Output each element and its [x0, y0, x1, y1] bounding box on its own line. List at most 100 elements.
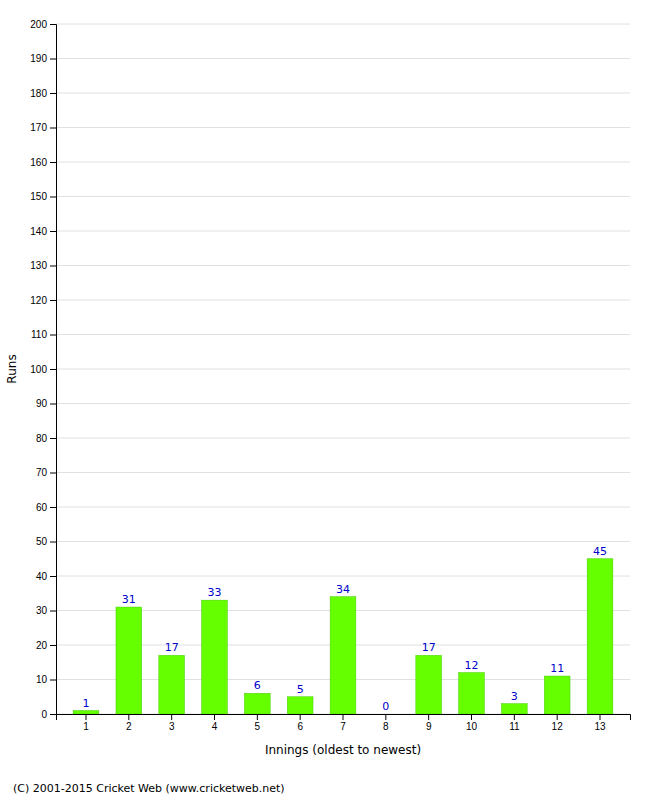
y-tick: 60 — [36, 502, 56, 513]
grid-line — [56, 265, 630, 266]
y-tick: 140 — [30, 226, 56, 237]
x-tick-mark — [171, 714, 172, 720]
x-tick: 13 — [594, 714, 606, 732]
y-tick: 110 — [31, 329, 56, 340]
x-axis-title: Innings (oldest to newest) — [265, 743, 421, 757]
y-tick-mark — [50, 197, 56, 198]
x-tick: 12 — [552, 714, 564, 732]
y-tick-label: 70 — [36, 467, 48, 478]
y-tick-mark — [50, 93, 56, 94]
x-tick-label: 6 — [297, 721, 303, 732]
y-tick: 50 — [36, 536, 56, 547]
data-label: 34 — [336, 583, 350, 596]
bar — [459, 673, 485, 714]
y-tick: 10 — [36, 674, 56, 685]
y-tick-mark — [50, 438, 56, 439]
bar — [202, 600, 228, 714]
x-axis-line — [57, 715, 631, 721]
x-tick-mark — [128, 714, 129, 720]
y-tick-mark — [50, 611, 56, 612]
bar — [159, 655, 185, 714]
y-tick-label: 100 — [30, 364, 47, 375]
grid-line — [56, 127, 630, 128]
x-tick-label: 8 — [383, 721, 389, 732]
bar — [416, 655, 442, 714]
x-tick: 7 — [340, 714, 346, 732]
grid-line — [56, 472, 630, 473]
x-tick: 10 — [466, 714, 478, 732]
y-tick-label: 20 — [36, 640, 48, 651]
x-tick-label: 5 — [255, 721, 261, 732]
data-label: 1 — [82, 697, 89, 710]
bar — [244, 693, 270, 714]
y-tick-mark — [50, 162, 56, 163]
y-tick-mark — [50, 576, 56, 577]
x-tick-mark — [85, 714, 86, 720]
x-tick-mark — [600, 714, 601, 720]
y-tick: 200 — [30, 19, 56, 30]
x-tick: 1 — [83, 714, 89, 732]
bar — [330, 597, 356, 714]
y-tick-mark — [50, 404, 56, 405]
x-tick-mark — [428, 714, 429, 720]
data-label: 31 — [122, 593, 136, 606]
bars — [73, 559, 613, 714]
y-tick: 130 — [30, 260, 56, 271]
x-tick-label: 7 — [340, 721, 346, 732]
data-label: 12 — [465, 659, 479, 672]
y-tick-mark — [50, 473, 56, 474]
y-tick-label: 50 — [36, 536, 48, 547]
grid-line — [56, 334, 630, 335]
grid-line — [56, 196, 630, 197]
x-tick-mark — [257, 714, 258, 720]
y-tick-label: 130 — [30, 260, 47, 271]
y-tick-label: 40 — [36, 571, 48, 582]
y-tick: 190 — [30, 53, 56, 64]
x-tick-label: 10 — [466, 721, 478, 732]
grid-line — [56, 300, 630, 301]
y-tick: 90 — [36, 398, 56, 409]
grid-line — [56, 369, 630, 370]
y-axis: 0102030405060708090100110120130140150160… — [30, 19, 56, 720]
data-label: 17 — [165, 641, 179, 654]
y-tick-label: 10 — [36, 674, 48, 685]
bar — [587, 559, 613, 714]
x-tick-label: 12 — [552, 721, 564, 732]
x-tick-mark — [385, 714, 386, 720]
y-tick: 180 — [30, 88, 56, 99]
grid-line — [56, 24, 630, 25]
x-tick-label: 13 — [594, 721, 606, 732]
data-label: 17 — [422, 641, 436, 654]
bar — [544, 676, 570, 714]
x-tick-mark — [343, 714, 344, 720]
x-tick-mark — [300, 714, 301, 720]
grid-line — [56, 162, 630, 163]
x-tick: 4 — [212, 714, 218, 732]
bar — [73, 711, 99, 714]
data-label: 33 — [207, 586, 221, 599]
y-tick-label: 0 — [41, 709, 47, 720]
data-labels: 131173365340171231145 — [82, 545, 607, 713]
x-axis: 12345678910111213 — [57, 714, 631, 732]
y-tick: 40 — [36, 571, 56, 582]
y-tick-label: 80 — [36, 433, 48, 444]
grid-line — [56, 541, 630, 542]
y-tick-mark — [50, 645, 56, 646]
y-tick-mark — [50, 59, 56, 60]
x-tick-label: 9 — [426, 721, 432, 732]
y-tick-label: 120 — [30, 295, 47, 306]
x-tick-mark — [471, 714, 472, 720]
x-tick-label: 1 — [83, 721, 89, 732]
x-tick: 2 — [126, 714, 132, 732]
y-axis-line — [50, 25, 57, 715]
y-tick: 150 — [30, 191, 56, 202]
y-tick: 80 — [36, 433, 56, 444]
y-tick: 120 — [30, 295, 56, 306]
y-tick-label: 200 — [30, 19, 47, 30]
bar — [287, 697, 313, 714]
x-tick: 11 — [509, 714, 520, 732]
x-tick: 3 — [169, 714, 175, 732]
y-tick-mark — [50, 231, 56, 232]
data-label: 6 — [254, 679, 261, 692]
y-tick-label: 60 — [36, 502, 48, 513]
